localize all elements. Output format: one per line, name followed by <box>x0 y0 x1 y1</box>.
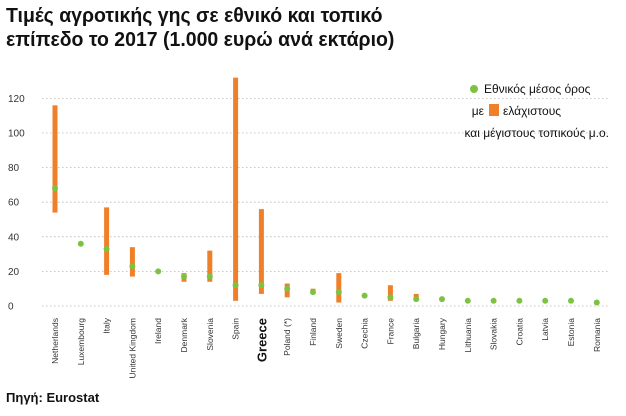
y-tick-label: 120 <box>8 94 25 105</box>
mean-point <box>77 240 84 247</box>
category-label: Romania <box>592 318 602 352</box>
range-bars <box>52 77 419 303</box>
mean-point <box>129 263 136 270</box>
y-tick-label: 80 <box>8 163 20 174</box>
title-line-2: επίπεδο το 2017 (1.000 ευρώ ανά εκτάριο) <box>6 28 395 51</box>
chart-plot: 0 20 40 60 80 100 120 Netherlands Luxembourg Ita… <box>8 77 610 378</box>
mean-points <box>52 185 600 306</box>
title-line-1: Τιμές αγροτικής γης σε εθνικό και τοπικό <box>6 4 383 27</box>
legend-range-label-2: και μέγιστους τοπικούς μ.ο. <box>464 126 609 140</box>
category-label: France <box>385 318 395 345</box>
mean-point <box>413 296 420 303</box>
category-label: Slovakia <box>489 318 499 350</box>
mean-point <box>516 297 523 304</box>
mean-point <box>335 289 342 296</box>
legend-mean-label: Εθνικός μέσος όρος <box>484 82 591 96</box>
x-axis-category-labels: Netherlands Luxembourg Italy United Kingdom… <box>50 317 602 378</box>
mean-point <box>361 292 368 299</box>
range-bar <box>258 209 264 294</box>
category-label: Czechia <box>360 318 370 349</box>
category-label: Finland <box>308 318 318 346</box>
y-axis-tick-labels: 0 20 40 60 80 100 120 <box>8 94 25 313</box>
legend-range-prefix: με <box>472 104 485 118</box>
y-tick-label: 0 <box>8 302 14 313</box>
mean-point <box>181 273 187 280</box>
category-label: Estonia <box>566 318 576 347</box>
range-bar <box>129 247 135 277</box>
mean-point <box>387 294 394 301</box>
category-label: Latvia <box>540 318 550 341</box>
mean-point <box>568 297 574 304</box>
category-label: Luxembourg <box>76 318 86 366</box>
category-label: Sweden <box>334 318 344 349</box>
gridlines <box>42 98 610 307</box>
y-tick-label: 20 <box>8 267 20 278</box>
mean-point <box>103 245 110 252</box>
category-label: Lithuania <box>463 318 473 353</box>
mean-point <box>542 297 549 304</box>
range-bar <box>233 77 239 301</box>
mean-point <box>439 296 445 303</box>
category-label: Poland (*) <box>282 318 292 356</box>
category-label: Slovenia <box>205 318 215 351</box>
range-bar <box>104 207 110 275</box>
category-label: United Kingdom <box>127 318 137 378</box>
category-label: Ireland <box>153 318 163 344</box>
range-bar <box>52 105 58 213</box>
y-tick-label: 60 <box>8 198 20 209</box>
category-label: Italy <box>102 317 112 333</box>
category-label: Denmark <box>179 317 189 352</box>
legend-range-label: ελάχιστους <box>503 104 561 118</box>
mean-point <box>310 289 316 296</box>
mean-point <box>232 282 239 289</box>
mean-point <box>490 297 497 304</box>
mean-point <box>52 185 58 192</box>
range-bar <box>336 273 342 303</box>
category-label: Spain <box>231 318 241 340</box>
category-label: Bulgaria <box>411 318 421 349</box>
category-label: Netherlands <box>50 318 60 364</box>
category-label: Hungary <box>437 317 447 350</box>
legend: Εθνικός μέσος όρος με ελάχιστους και μέγ… <box>464 82 609 140</box>
mean-point <box>593 299 600 306</box>
range-bar <box>387 285 393 301</box>
mean-point <box>206 273 213 280</box>
y-tick-label: 40 <box>8 232 20 243</box>
mean-point <box>155 268 162 275</box>
mean-point <box>258 282 265 289</box>
chart-title: Τιμές αγροτικής γης σε εθνικό και τοπικό… <box>6 4 453 52</box>
source-note: Πηγή: Eurostat <box>6 390 100 405</box>
category-label: Croatia <box>514 318 524 346</box>
legend-range-marker <box>489 104 499 116</box>
range-bar <box>207 250 213 282</box>
legend-mean-marker <box>470 85 478 93</box>
mean-point <box>464 297 471 304</box>
y-tick-label: 100 <box>8 129 25 140</box>
category-label: Greece <box>254 318 269 362</box>
mean-point <box>284 285 291 292</box>
